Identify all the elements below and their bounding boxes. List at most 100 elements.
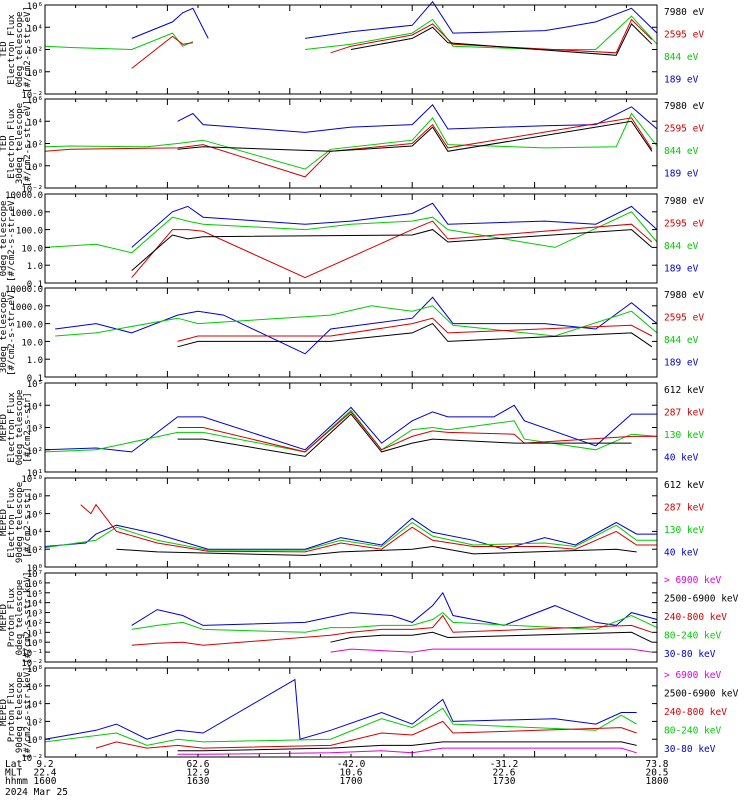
series-line-8-5 — [177, 747, 637, 755]
series-line-1-3 — [131, 35, 193, 69]
series-line-7-4 — [330, 631, 653, 643]
y-tick-label: 1.0 — [27, 262, 43, 272]
legend-entry: 7980 eV — [664, 290, 704, 301]
series-line-4-2 — [55, 305, 658, 337]
series-line-5-3 — [177, 411, 657, 453]
series-line-3-1 — [131, 202, 658, 248]
y-tick-label: 10¹ — [27, 629, 43, 639]
legend-entry: 612 keV — [664, 480, 704, 491]
y-tick-label: 10⁻¹ — [21, 649, 43, 659]
legend-entry: 844 eV — [664, 52, 699, 63]
y-tick-label: 10⁴ — [27, 24, 43, 34]
footer-value: 62.6 — [187, 759, 210, 770]
y-tick-label: 10000.0 — [5, 285, 43, 295]
y-axis-label: MEPED — [0, 604, 9, 631]
y-tick-label: 10⁰ — [27, 564, 43, 574]
series-line-4-3 — [177, 317, 653, 342]
y-tick-label: 1000.0 — [10, 303, 43, 313]
date-label: 2024 Mar 25 — [5, 787, 68, 798]
legend-entry: 40 keV — [664, 453, 699, 464]
series-line-2-1 — [177, 104, 658, 133]
legend-entry: 287 keV — [664, 503, 704, 514]
y-tick-label: 10⁴ — [27, 118, 43, 128]
y-tick-label: 100.0 — [16, 227, 43, 237]
y-tick-label: 10⁶ — [27, 96, 43, 106]
y-axis-label: MEPED — [0, 509, 9, 536]
y-tick-label: 10⁴ — [27, 600, 43, 610]
legend-entry: 130 keV — [664, 525, 704, 536]
series-line-5-1 — [44, 404, 657, 453]
y-tick-label: 10⁶ — [27, 580, 43, 590]
series-line-1-7 — [350, 23, 653, 56]
y-axis-label: [#/cm2-s-str-eV] — [7, 289, 17, 376]
panel-frame — [44, 477, 658, 568]
series-line-3-3 — [131, 220, 653, 279]
y-tick-label: 10² — [27, 447, 43, 457]
legend-entry: 2500-6900 keV — [664, 594, 739, 605]
series-line-1-1 — [131, 7, 209, 39]
footer-value: 73.8 — [646, 759, 669, 770]
series-line-4-1 — [55, 296, 658, 355]
y-tick-label: 10⁶ — [27, 511, 43, 521]
y-axis-label: 30deg telescope — [15, 103, 25, 184]
y-axis-label: [#/cm2-s-str] — [23, 392, 33, 462]
y-tick-label: 10000.0 — [5, 191, 43, 201]
y-axis-label: MEPED — [0, 414, 9, 441]
y-axis-label: Proton Flux — [7, 682, 17, 742]
y-tick-label: 10⁰ — [27, 736, 43, 746]
y-tick-label: 0.1 — [27, 280, 43, 290]
legend-entry: 189 eV — [664, 169, 699, 180]
series-line-7-2 — [131, 611, 658, 633]
y-tick-label: 10⁴ — [27, 402, 43, 412]
series-line-3-2 — [44, 211, 658, 254]
y-tick-label: 10⁻² — [21, 754, 43, 764]
y-axis-label: [#/cm2-s-str-eV] — [23, 100, 33, 187]
y-tick-label: 10⁸ — [27, 665, 43, 675]
legend-entry: 844 eV — [664, 146, 699, 157]
y-tick-label: 10⁸ — [27, 493, 43, 503]
series-line-8-4 — [177, 741, 637, 752]
footer-row-label: Lat — [5, 759, 22, 770]
legend-entry: 7980 eV — [664, 196, 704, 207]
footer-value: 9.2 — [36, 759, 53, 770]
y-tick-label: 10³ — [27, 610, 43, 620]
y-tick-label: 10.0 — [21, 338, 43, 348]
footer-value: -42.0 — [337, 759, 366, 770]
y-tick-label: 10⁴ — [27, 528, 43, 538]
y-axis-label: [#/cm2-s-str-keV] — [23, 571, 33, 663]
y-tick-label: 100.0 — [16, 321, 43, 331]
footer-row-label: MLT — [5, 768, 22, 779]
y-tick-label: 1.0 — [27, 356, 43, 366]
series-line-6-3 — [80, 503, 657, 553]
y-tick-label: 10² — [27, 47, 43, 57]
legend-entry: 287 keV — [664, 408, 704, 419]
footer-value: 1600 — [34, 776, 57, 787]
y-axis-label: [#/cm2-s-str] — [23, 487, 33, 557]
footer-value: 20.5 — [646, 768, 669, 779]
legend-entry: 2595 eV — [664, 219, 704, 230]
y-tick-label: 10⁰ — [27, 69, 43, 79]
y-axis-label: TED — [0, 41, 9, 57]
footer-value: 1700 — [340, 776, 363, 787]
legend-entry: 30-80 keV — [664, 649, 716, 660]
y-axis-label: 90deg telescope — [15, 482, 25, 563]
series-line-1-4 — [305, 0, 658, 39]
legend-entry: 40 keV — [664, 548, 699, 559]
legend-entry: 189 eV — [664, 264, 699, 275]
footer-value: -31.2 — [490, 759, 519, 770]
y-axis-label: Electron Flux — [7, 487, 17, 558]
y-tick-label: 10⁶ — [27, 683, 43, 693]
series-line-8-1 — [44, 678, 637, 740]
series-line-4-4 — [177, 322, 653, 348]
series-line-1-2 — [44, 32, 194, 51]
y-axis-label: 0deg telescope — [0, 201, 9, 277]
y-tick-label: 10¹⁰ — [21, 475, 43, 485]
footer-value: 12.9 — [187, 768, 210, 779]
y-tick-label: 10⁴ — [27, 701, 43, 711]
